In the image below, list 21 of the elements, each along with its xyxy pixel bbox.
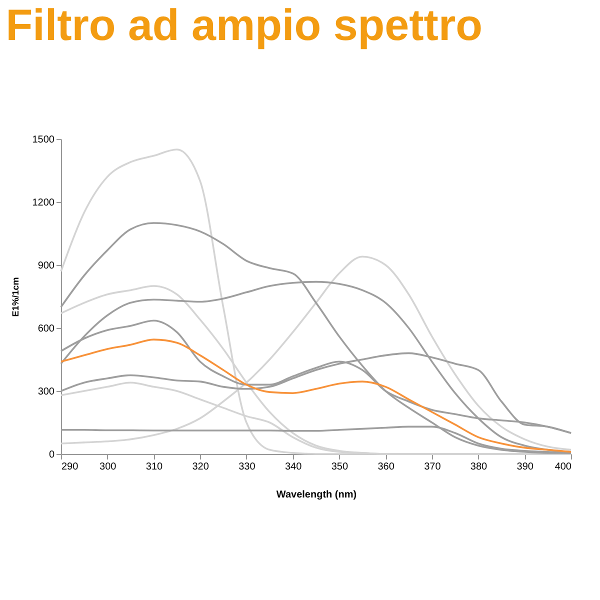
y-tick-label: 300 xyxy=(38,386,55,398)
y-axis-title: E1%/1cm xyxy=(10,277,20,317)
x-tick-label: 300 xyxy=(100,462,117,472)
y-tick-label: 600 xyxy=(38,324,55,334)
x-tick-label: 380 xyxy=(470,462,488,472)
x-axis-title: Wavelength (nm) xyxy=(276,490,357,500)
x-tick-label: 400 xyxy=(554,462,572,472)
x-tick-label: 330 xyxy=(238,462,256,472)
x-tick-label: 290 xyxy=(62,462,79,472)
y-tick-label: 0 xyxy=(48,450,55,460)
x-tick-label: 370 xyxy=(424,462,442,472)
x-tick-label: 340 xyxy=(284,462,302,472)
y-tick-label: 1200 xyxy=(32,198,55,208)
y-tick-label: 900 xyxy=(38,260,55,272)
y-tick-label: 1500 xyxy=(32,134,55,146)
x-tick-label: 360 xyxy=(378,462,395,472)
chart-title: Filtro ad ampio spettro xyxy=(6,1,482,50)
x-tick-label: 320 xyxy=(192,462,210,472)
x-tick-label: 350 xyxy=(331,462,348,472)
x-tick-label: 390 xyxy=(516,462,534,472)
x-tick-label: 310 xyxy=(146,462,164,472)
